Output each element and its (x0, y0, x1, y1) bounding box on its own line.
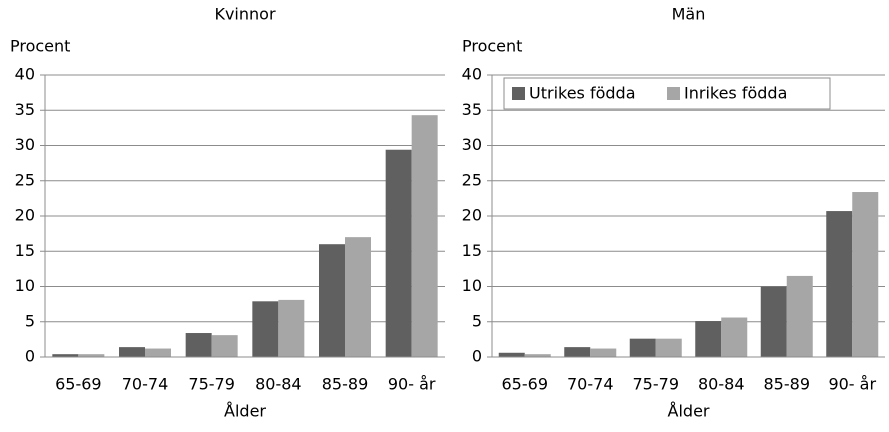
x-tick-label: 70-74 (567, 375, 614, 394)
x-tick-label: 80-84 (255, 375, 302, 394)
legend-swatch (512, 87, 525, 100)
x-axis-label: Ålder (224, 402, 266, 421)
y-tick-label: 40 (15, 65, 35, 84)
y-tick-label: 25 (15, 170, 35, 189)
bar (385, 149, 412, 357)
bar (211, 335, 238, 357)
bar (695, 321, 722, 357)
bar (278, 299, 305, 357)
x-tick-label: 85-89 (764, 375, 811, 394)
bar (786, 275, 813, 357)
y-tick-label: 20 (462, 206, 482, 225)
y-tick-label: 15 (15, 241, 35, 260)
y-tick-label: 10 (462, 276, 482, 295)
bar (319, 244, 345, 357)
y-tick-label: 20 (15, 206, 35, 225)
chart-title: Kvinnor (214, 5, 275, 24)
bar (145, 348, 171, 357)
bar (345, 237, 371, 357)
legend-swatch (667, 87, 680, 100)
y-tick-label: 40 (462, 65, 482, 84)
y-tick-label: 30 (462, 135, 482, 154)
bar (524, 354, 551, 357)
y-axis-label: Procent (10, 37, 70, 56)
x-tick-label: 75-79 (188, 375, 235, 394)
bar (590, 348, 617, 357)
bar (721, 317, 748, 357)
y-tick-label: 0 (25, 347, 35, 366)
y-axis-label: Procent (462, 37, 522, 56)
bar (252, 301, 279, 357)
bar (498, 352, 525, 357)
bar (655, 338, 682, 357)
x-tick-label: 80-84 (698, 375, 745, 394)
bar (52, 354, 79, 357)
legend-label: Utrikes födda (529, 84, 636, 103)
x-tick-label: 65-69 (55, 375, 102, 394)
bar (185, 333, 212, 357)
x-axis-label: Ålder (668, 402, 710, 421)
y-tick-label: 5 (472, 311, 482, 330)
x-tick-label: 90- år (388, 375, 436, 394)
bar (78, 354, 105, 357)
bar (760, 286, 787, 357)
y-tick-label: 30 (15, 135, 35, 154)
x-tick-label: 75-79 (633, 375, 680, 394)
bar (852, 192, 879, 357)
bar (564, 347, 591, 357)
bar (826, 211, 853, 357)
x-tick-label: 85-89 (322, 375, 369, 394)
y-tick-label: 0 (472, 347, 482, 366)
y-tick-label: 5 (25, 311, 35, 330)
x-tick-label: 65-69 (502, 375, 549, 394)
bar (119, 347, 145, 357)
legend-label: Inrikes födda (684, 84, 787, 103)
y-tick-label: 35 (15, 100, 35, 119)
y-tick-label: 35 (462, 100, 482, 119)
x-tick-label: 90- år (828, 375, 876, 394)
y-tick-label: 25 (462, 170, 482, 189)
chart-title: Män (672, 5, 706, 24)
bar (411, 115, 438, 357)
bar (629, 338, 656, 357)
x-tick-label: 70-74 (122, 375, 169, 394)
legend-box (503, 77, 831, 110)
y-tick-label: 15 (462, 241, 482, 260)
y-tick-label: 10 (15, 276, 35, 295)
